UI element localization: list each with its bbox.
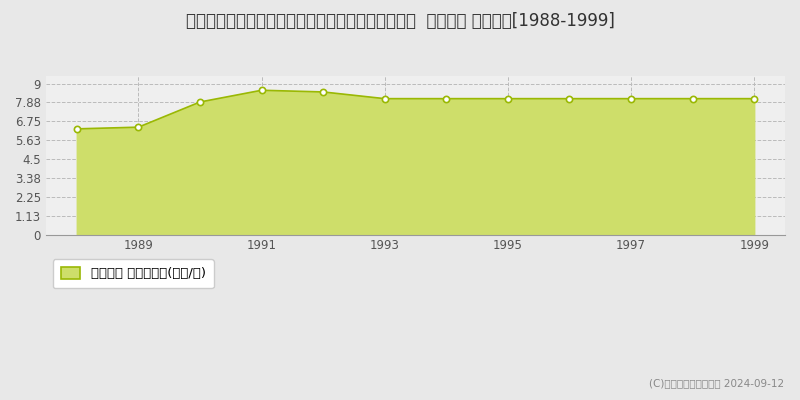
Text: 奈良県高市郡高取町大字藤井字アサゴ５１７番１外  地価公示 地価推移[1988-1999]: 奈良県高市郡高取町大字藤井字アサゴ５１７番１外 地価公示 地価推移[1988-1… (186, 12, 614, 30)
Legend: 地価公示 平均坪単価(万円/坪): 地価公示 平均坪単価(万円/坪) (53, 259, 214, 288)
Text: (C)土地価格ドットコム 2024-09-12: (C)土地価格ドットコム 2024-09-12 (649, 378, 784, 388)
